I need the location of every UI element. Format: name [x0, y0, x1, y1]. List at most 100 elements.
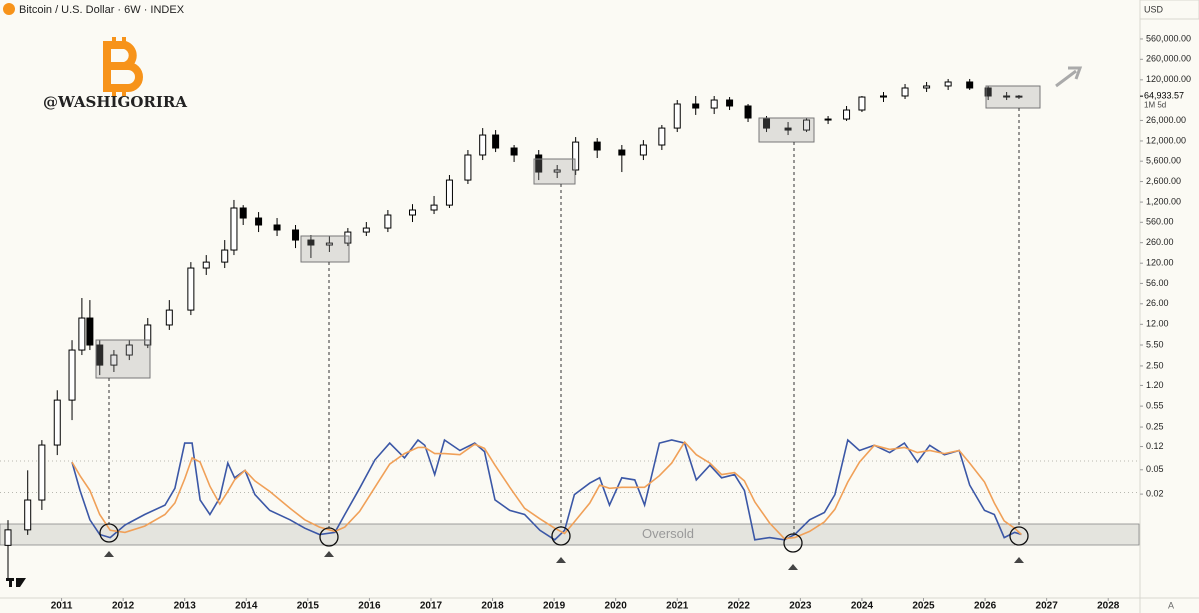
bottom-box: [985, 85, 1041, 109]
x-tick-label: 2020: [605, 601, 628, 612]
x-tick-label: 2024: [851, 601, 874, 612]
candle-body: [479, 134, 487, 156]
marker: [556, 557, 566, 563]
candle-body: [78, 317, 86, 351]
candle-body: [639, 144, 647, 156]
bottom-circle: [551, 526, 571, 546]
y-tick-label: 260.00: [1146, 237, 1174, 247]
y-tick-label: 1,200.00: [1146, 196, 1181, 206]
x-tick-label: 2016: [358, 601, 381, 612]
bottom-circle: [783, 533, 803, 553]
y-tick-label: 560.00: [1146, 217, 1174, 227]
candle-body: [803, 119, 811, 131]
candle-body: [445, 179, 453, 206]
candle-body: [125, 344, 133, 356]
x-tick-label: 2028: [1097, 601, 1120, 612]
tv-logo: [6, 578, 26, 587]
y-tick-label: 26.00: [1146, 298, 1169, 308]
y-tick-label: 2.50: [1146, 360, 1164, 370]
y-tick-label: 0.12: [1146, 441, 1164, 451]
y-tick-label: 5,600.00: [1146, 156, 1181, 166]
auto-scale-button[interactable]: A: [1168, 600, 1174, 610]
candle-body: [430, 204, 438, 211]
candle-body: [692, 103, 700, 109]
candle-body: [273, 224, 281, 231]
candle-body: [221, 249, 229, 263]
y-tick-label: 2,600.00: [1146, 176, 1181, 186]
candle-body: [1015, 95, 1023, 98]
bottom-box: [300, 235, 350, 263]
x-tick-label: 2017: [420, 601, 443, 612]
candle-body: [292, 229, 300, 241]
x-tick-label: 2011: [51, 601, 73, 612]
oscillator-line: [71, 440, 1022, 540]
guide-lines: [108, 108, 1020, 534]
bottom-box: [758, 117, 815, 143]
candle-body: [744, 105, 752, 119]
candle-body: [966, 81, 974, 89]
currency: USD: [1144, 4, 1164, 14]
chart-title: Bitcoin / U.S. Dollar · 6W · INDEX: [19, 4, 185, 16]
candle-body: [68, 349, 76, 401]
candle-body: [535, 154, 543, 173]
x-tick-label: 2019: [543, 601, 566, 612]
candle-body: [984, 87, 992, 97]
oversold-label: Oversold: [642, 526, 694, 541]
x-tick-label: 2014: [235, 601, 258, 612]
candle-body: [110, 354, 118, 366]
candle-body: [38, 444, 46, 501]
y-tick-label: 260,000.00: [1146, 54, 1191, 64]
candle-body: [901, 87, 909, 97]
marker: [788, 564, 798, 570]
bottom-circle: [99, 523, 119, 543]
bottom-box: [95, 339, 151, 379]
oscillator-pane: Oversold: [0, 438, 1140, 546]
currency-box: [1139, 0, 1199, 20]
candle-body: [858, 96, 866, 111]
marker: [1014, 557, 1024, 563]
candle-body: [202, 261, 210, 269]
candle-body: [362, 227, 370, 233]
bottom-circles: [99, 523, 1029, 553]
y-tick-label: 0.25: [1146, 421, 1164, 431]
bottom-markers: [104, 551, 1024, 570]
bottom-circle: [319, 527, 339, 547]
watermark: @WASHIGORIRA: [43, 93, 187, 111]
y-tick-label: 560,000.00: [1146, 33, 1191, 43]
x-tick-label: 2022: [728, 601, 751, 612]
candle-body: [572, 141, 580, 171]
candle-body: [255, 217, 263, 226]
price-axis: [1140, 0, 1199, 598]
candle-body: [843, 109, 851, 120]
candle-body: [307, 239, 315, 246]
y-tick-label: 120,000.00: [1146, 74, 1191, 84]
y-tick-label: 56.00: [1146, 278, 1169, 288]
candle-body: [96, 344, 104, 366]
y-tick-label: 26,000.00: [1146, 115, 1186, 125]
bottom-boxes: [95, 85, 1041, 379]
bottom-circle: [1009, 526, 1029, 546]
candle-body: [230, 207, 238, 251]
x-tick-label: 2012: [112, 601, 135, 612]
x-tick-label: 2023: [789, 601, 812, 612]
bottom-box: [533, 158, 576, 185]
candle-body: [784, 127, 792, 131]
y-tick-label: 0.05: [1146, 464, 1164, 474]
y-tick-label: 1.20: [1146, 380, 1164, 390]
candle-body: [4, 529, 12, 546]
candle-body: [710, 99, 718, 109]
candle-body: [673, 103, 681, 129]
y-tick-label: 0.55: [1146, 401, 1164, 411]
candle-body: [553, 169, 561, 173]
candle-body: [1003, 95, 1011, 98]
x-tick-label: 2025: [912, 601, 935, 612]
marker: [104, 551, 114, 557]
x-tick-label: 2026: [974, 601, 997, 612]
candle-body: [53, 399, 61, 446]
y-tick-label: 12.00: [1146, 319, 1169, 329]
y-tick-label: 0.02: [1146, 488, 1164, 498]
last-price-label: 64,933.57: [1144, 91, 1184, 101]
candle-body: [726, 99, 734, 107]
candle-body: [325, 242, 333, 246]
